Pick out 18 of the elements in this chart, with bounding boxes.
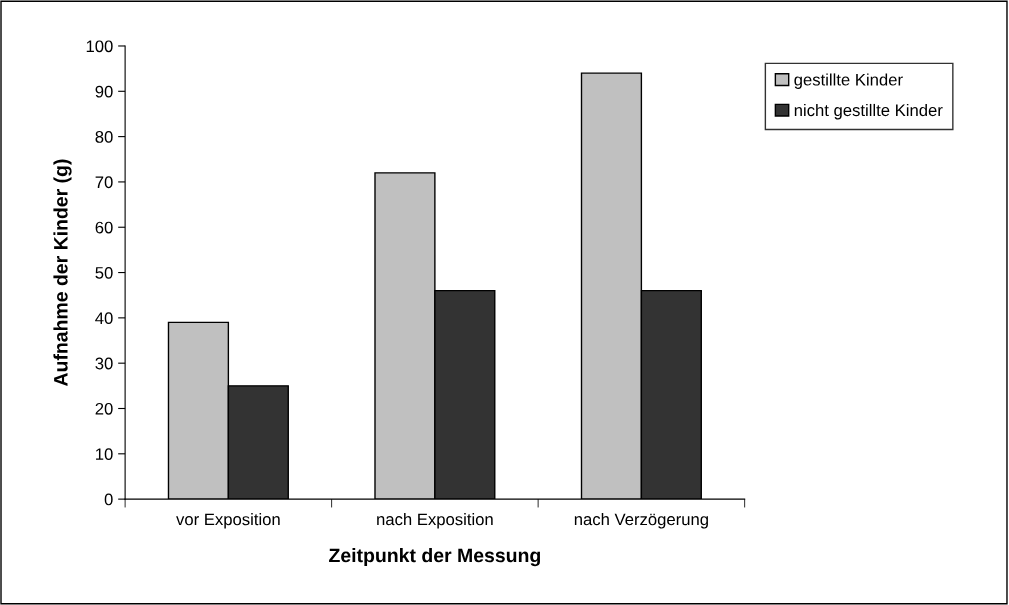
y-tick-label: 10 [96, 448, 113, 461]
y-tick-label: 70 [95, 176, 113, 189]
y-tick-label: 80 [95, 131, 113, 143]
y-tick-label: 20 [95, 402, 113, 415]
y-tick-label: 30 [95, 357, 113, 370]
x-tick-label: nach Exposition [377, 513, 493, 529]
y-tick-label: 50 [95, 266, 113, 279]
y-tick-label: 60 [95, 221, 113, 234]
y-tick-label: 0 [104, 493, 113, 506]
legend-label: nicht gestillte Kinder [794, 103, 943, 120]
x-tick-label: vor Exposition [176, 513, 280, 529]
y-tick-label: 90 [95, 85, 113, 98]
y-tick-label: 40 [95, 312, 113, 325]
legend-label: gestillte Kinder [794, 73, 903, 89]
x-axis-title: Zeitpunkt der Messung [329, 547, 540, 567]
y-axis-title: Aufnahme der Kinder (g) [53, 159, 72, 387]
y-tick-label: 100 [86, 40, 113, 53]
x-tick-label: nach Verzögerung [574, 513, 708, 529]
